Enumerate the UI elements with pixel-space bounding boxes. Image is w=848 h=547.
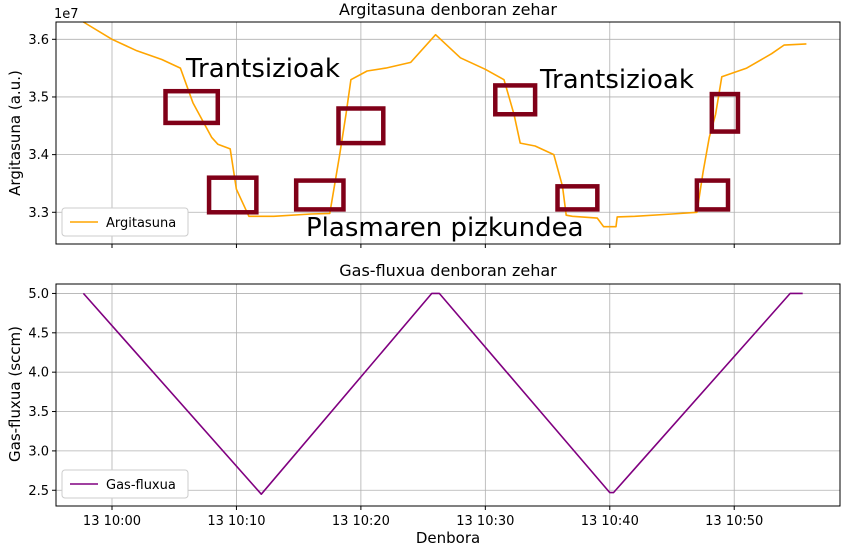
transition-highlight-box bbox=[555, 184, 600, 212]
transition-highlight-box bbox=[709, 91, 741, 134]
top-y-tick-label: 3.4 bbox=[28, 148, 49, 163]
bottom-series-line bbox=[82, 292, 803, 496]
annotation-transitions-2: Trantsizioak bbox=[539, 65, 694, 95]
top-legend-label: Argitasuna bbox=[106, 216, 176, 231]
x-tick-label: 13 10:10 bbox=[207, 514, 265, 529]
x-tick-label: 13 10:00 bbox=[83, 514, 141, 529]
transition-highlight-box bbox=[293, 178, 346, 212]
bottom-y-tick-label: 3.0 bbox=[28, 444, 49, 459]
x-tick-label: 13 10:50 bbox=[705, 514, 763, 529]
transition-highlight-box bbox=[336, 106, 386, 146]
top-offset-label: 1e7 bbox=[54, 7, 79, 22]
top-chart-title: Argitasuna denboran zehar bbox=[339, 0, 557, 19]
bottom-y-tick-label: 4.5 bbox=[28, 326, 49, 341]
top-y-tick-label: 3.5 bbox=[28, 90, 49, 105]
transition-highlight-box bbox=[163, 88, 221, 126]
x-tick-label: 13 10:40 bbox=[581, 514, 639, 529]
bottom-y-tick-label: 2.5 bbox=[28, 484, 49, 499]
top-legend-box bbox=[61, 207, 189, 237]
bottom-plot-frame bbox=[55, 283, 841, 507]
annotation-plasma-ignition: Plasmaren pizkundea bbox=[306, 213, 584, 243]
top-plot-frame bbox=[55, 21, 841, 245]
annotation-transitions-1: Trantsizioak bbox=[185, 54, 340, 84]
bottom-legend-box bbox=[61, 469, 189, 499]
x-tick-label: 13 10:30 bbox=[456, 514, 514, 529]
transition-highlight-box bbox=[694, 178, 731, 212]
top-y-tick-label: 3.6 bbox=[28, 33, 49, 48]
transition-highlight-box bbox=[493, 83, 538, 117]
bottom-legend-label: Gas-fluxua bbox=[106, 478, 176, 493]
x-tick-label: 13 10:20 bbox=[332, 514, 390, 529]
top-series-line bbox=[82, 21, 807, 228]
bottom-y-axis-label: Gas-fluxua (sccm) bbox=[6, 326, 24, 462]
top-y-tick-label: 3.3 bbox=[28, 206, 49, 221]
x-axis-label: Denbora bbox=[416, 529, 480, 547]
bottom-y-tick-label: 5.0 bbox=[28, 287, 49, 302]
bottom-y-tick-label: 4.0 bbox=[28, 366, 49, 381]
transition-highlight-box bbox=[206, 175, 259, 215]
bottom-y-tick-label: 3.5 bbox=[28, 405, 49, 420]
top-y-axis-label: Argitasuna (a.u.) bbox=[6, 70, 24, 196]
bottom-chart-title: Gas-fluxua denboran zehar bbox=[339, 261, 557, 280]
